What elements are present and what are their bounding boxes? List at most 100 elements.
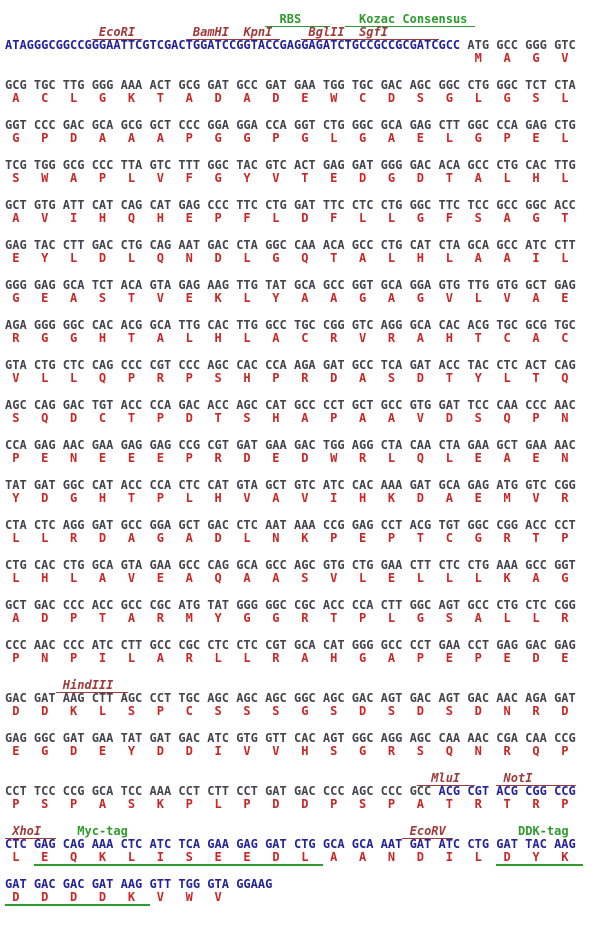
aa-line: P S P A S K P L P D D P S P A T R T R P <box>5 798 600 811</box>
aa-line: R G G H T A L H L A C R V R A H T C A C <box>5 332 600 345</box>
restriction-site-label: HindIII <box>55 678 128 693</box>
amino-acid-sequence-tag-underline: E Q K L I S E E D L <box>33 850 323 866</box>
amino-acid-sequence: L H L A V E A Q A A S V L E L L L K A G <box>5 571 583 585</box>
amino-acid-sequence: S W A P L V F G Y V T E D G D T A L H L <box>5 171 583 185</box>
sequence-block: GGT CCC GAC GCA GCG GCT CCC GGA GGA CCA … <box>5 119 600 145</box>
aa-line: D D K L S P C S S S G S D S D S D N R D <box>5 705 600 718</box>
aa-line: P N P I L A R L L R A H G A P E P E D E <box>5 652 600 665</box>
restriction-site-label: KpnI <box>236 25 280 40</box>
codon-sequence: AGC CAG GAC TGT ACC CCA GAC ACC AGC CAT … <box>5 398 576 412</box>
sequence-block: RBS Kozac Consensus EcoRI BamHI KpnI Bgl… <box>5 12 600 65</box>
amino-acid-sequence: S Q D C T P D T S H A P A A V D S Q P N <box>5 411 583 425</box>
sequence-block: GAG GGC GAT GAA TAT GAT GAC ATC GTG GTT … <box>5 732 600 758</box>
annotation-line: RBS Kozac Consensus <box>5 12 600 27</box>
vector-dna-sequence: ATAGGGCGGCCGGGAATTCGTCGACTGGATCCGGTACCGA… <box>5 38 461 52</box>
dna-line: GGG GAG GCA TCT ACA GTA GAG AAG TTG TAT … <box>5 279 600 292</box>
amino-acid-sequence: Y D G H T P L H V A V I H K D A E M V R <box>5 491 583 505</box>
dna-line: GAT GAC GAC GAT AAG GTT TGG GTA GGAAG <box>5 878 600 891</box>
codon-sequence: GAG GGC GAT GAA TAT GAT GAC ATC GTG GTT … <box>5 731 576 745</box>
dna-line: AGC CAG GAC TGT ACC CCA GAC ACC AGC CAT … <box>5 399 600 412</box>
spacer <box>5 25 92 39</box>
aa-line: Y D G H T P L H V A V I H K D A E M V R <box>5 492 600 505</box>
dna-line: CCT TCC CCG GCA TCC AAA CCT CTT CCT GAT … <box>5 785 600 798</box>
codon-sequence: AGA GGG GGC CAC ACG GCA TTG CAC TTG GCC … <box>5 318 576 332</box>
codon-sequence: GCT GTG ATT CAT CAG CAT GAG CCC TTC CTG … <box>5 198 576 212</box>
annotation-line: HindIII <box>5 678 600 693</box>
restriction-site-label: XhoI <box>5 824 56 839</box>
dna-line: CCA GAG AAC GAA GAG GAG CCG CGT GAT GAA … <box>5 439 600 452</box>
dna-line: CCC AAC CCC ATC CTT GCC CGC CTC CTC CGT … <box>5 639 600 652</box>
sequence-block: AGA GGG GGC CAC ACG GCA TTG CAC TTG GCC … <box>5 319 600 345</box>
codon-sequence: GCT GAC CCC ACC GCC CGC ATG TAT GGG GGC … <box>5 598 576 612</box>
restriction-site-label: NotI <box>496 771 576 786</box>
codon-sequence: TCG TGG GCG CCC TTA GTC TTT GGC TAC GTC … <box>5 158 576 172</box>
codon-sequence: CCC AAC CCC ATC CTT GCC CGC CTC CTC CGT … <box>5 638 576 652</box>
dna-line: GCT GTG ATT CAT CAG CAT GAG CCC TTC CTG … <box>5 199 600 212</box>
amino-acid-sequence: D D K L S P C S S S G S D S D S D N R D <box>5 704 583 718</box>
spacer <box>5 771 417 785</box>
sequence-block: GTA CTG CTC CAG CCC CGT CCC AGC CAC CCA … <box>5 359 600 385</box>
dna-line: GAG TAC CTT GAC CTG CAG AAT GAC CTA GGC … <box>5 239 600 252</box>
amino-acid-sequence: A V I H Q H E P F L D F L L G F S A G T <box>5 211 583 225</box>
codon-sequence: GAG TAC CTT GAC CTG CAG AAT GAC CTA GGC … <box>5 238 576 252</box>
amino-acid-sequence: E Y L D L Q N D L G Q T A L H L A A I L <box>5 251 583 265</box>
dna-line: CTC GAG CAG AAA CTC ATC TCA GAA GAG GAT … <box>5 838 600 851</box>
restriction-site-label: BamHI <box>185 25 237 40</box>
amino-acid-sequence: P E N E E E P R D E D W R L Q L E A E N <box>5 451 583 465</box>
codon-sequence: CTG CAC CTG GCA GTA GAA GCC CAG GCA GCC … <box>5 558 576 572</box>
amino-acid-sequence: A D P T A R M Y G G R T P L G S A L L R <box>5 611 583 625</box>
codon-sequence: CCT TCC CCG GCA TCC AAA CCT CTT CCT GAT … <box>5 784 439 798</box>
sequence-block: GGG GAG GCA TCT ACA GTA GAG AAG TTG TAT … <box>5 279 600 305</box>
dna-line: ATAGGGCGGCCGGGAATTCGTCGACTGGATCCGGTACCGA… <box>5 39 600 52</box>
spacer <box>128 824 403 838</box>
codon-sequence: GCG TGC TTG GGG AAA ACT GCG GAT GCC GAT … <box>5 78 576 92</box>
vector-dna-sequence: CTC GAG CAG AAA CTC ATC TCA GAA GAG GAT … <box>5 837 576 851</box>
restriction-site-label: EcoRV <box>402 824 453 839</box>
dna-line: GAG GGC GAT GAA TAT GAT GAC ATC GTG GTT … <box>5 732 600 745</box>
aa-line: S W A P L V F G Y V T E D G D T A L H L <box>5 172 600 185</box>
dna-line: AGA GGG GGC CAC ACG GCA TTG CAC TTG GCC … <box>5 319 600 332</box>
spacer <box>475 771 497 785</box>
aa-line: S Q D C T P D T S H A P A A V D S Q P N <box>5 412 600 425</box>
codon-sequence: GAC GAT AAG CTT AGC CCT TGC AGC AGC AGC … <box>5 691 576 705</box>
aa-line: D D D D K V W V <box>5 890 600 906</box>
sequence-block: CCA GAG AAC GAA GAG GAG CCG CGT GAT GAA … <box>5 439 600 465</box>
codon-sequence: GGG GAG GCA TCT ACA GTA GAG AAG TTG TAT … <box>5 278 576 292</box>
aa-line: V L L Q P R P S H P R D A S D T Y L T Q <box>5 372 600 385</box>
aa-line: A V I H Q H E P F L D F L L G F S A G T <box>5 212 600 225</box>
amino-acid-sequence-tag-underline: D Y K <box>496 850 583 866</box>
sequence-block: CTA CTC AGG GAT GCC GGA GCT GAC CTC AAT … <box>5 519 600 545</box>
restriction-site-label: MluI <box>416 771 475 786</box>
annotation-line: XhoI Myc-tag EcoRV DDK-tag <box>5 824 600 839</box>
sequence-block: CCC AAC CCC ATC CTT GCC CGC CTC CTC CGT … <box>5 639 600 665</box>
spacer <box>56 824 78 838</box>
dna-line: TAT GAT GGC CAT ACC CCA CTC CAT GTA GCT … <box>5 479 600 492</box>
sequence-block: GCT GAC CCC ACC GCC CGC ATG TAT GGG GGC … <box>5 599 600 625</box>
spacer <box>5 12 265 26</box>
sequence-block: CTG CAC CTG GCA GTA GAA GCC CAG GCA GCC … <box>5 559 600 585</box>
amino-acid-sequence-tag-underline: D D D D K <box>5 890 150 906</box>
amino-acid-sequence: L L R D A G A D L N K P E P T C G R T P <box>5 531 583 545</box>
sequence-block: GAG TAC CTT GAC CTG CAG AAT GAC CTA GGC … <box>5 239 600 265</box>
restriction-site-label: EcoRI <box>91 25 143 40</box>
aa-line: L L R D A G A D L N K P E P T C G R T P <box>5 532 600 545</box>
dna-line: CTA CTC AGG GAT GCC GGA GCT GAC CTC AAT … <box>5 519 600 532</box>
amino-acid-sequence: A C L G K T A D A D E W C D S G L G S L <box>5 91 583 105</box>
codon-sequence: ATG GCC GGG GTC <box>460 38 576 52</box>
restriction-site-label: BglII <box>301 25 352 40</box>
aa-line: G P D A A A P G G P G L G A E L G P E L <box>5 132 600 145</box>
sequence-block: TAT GAT GGC CAT ACC CCA CTC CAT GTA GCT … <box>5 479 600 505</box>
aa-line: E Y L D L Q N D L G Q T A L H L A A I L <box>5 252 600 265</box>
codon-sequence: CCA GAG AAC GAA GAG GAG CCG CGT GAT GAA … <box>5 438 576 452</box>
amino-acid-sequence: R G G H T A L H L A C R V R A H T C A C <box>5 331 583 345</box>
sequence-block: MluI NotI CCT TCC CCG GCA TCC AAA CCT CT… <box>5 771 600 811</box>
amino-acid-sequence: M A G V <box>467 51 583 65</box>
sequence-block: GAT GAC GAC GAT AAG GTT TGG GTA GGAAG D … <box>5 878 600 906</box>
sequence-map: RBS Kozac Consensus EcoRI BamHI KpnI Bgl… <box>5 12 600 906</box>
dna-line: CTG CAC CTG GCA GTA GAA GCC CAG GCA GCC … <box>5 559 600 572</box>
annotation-line: MluI NotI <box>5 771 600 786</box>
aa-line: E G D E Y D D I V V H S G R S Q N R Q P <box>5 745 600 758</box>
aa-line: A D P T A R M Y G G R T P L G S A L L R <box>5 612 600 625</box>
aa-line: P E N E E E P R D E D W R L Q L E A E N <box>5 452 600 465</box>
vector-dna-sequence: GAT GAC GAC GAT AAG GTT TGG GTA GGAAG <box>5 877 273 891</box>
